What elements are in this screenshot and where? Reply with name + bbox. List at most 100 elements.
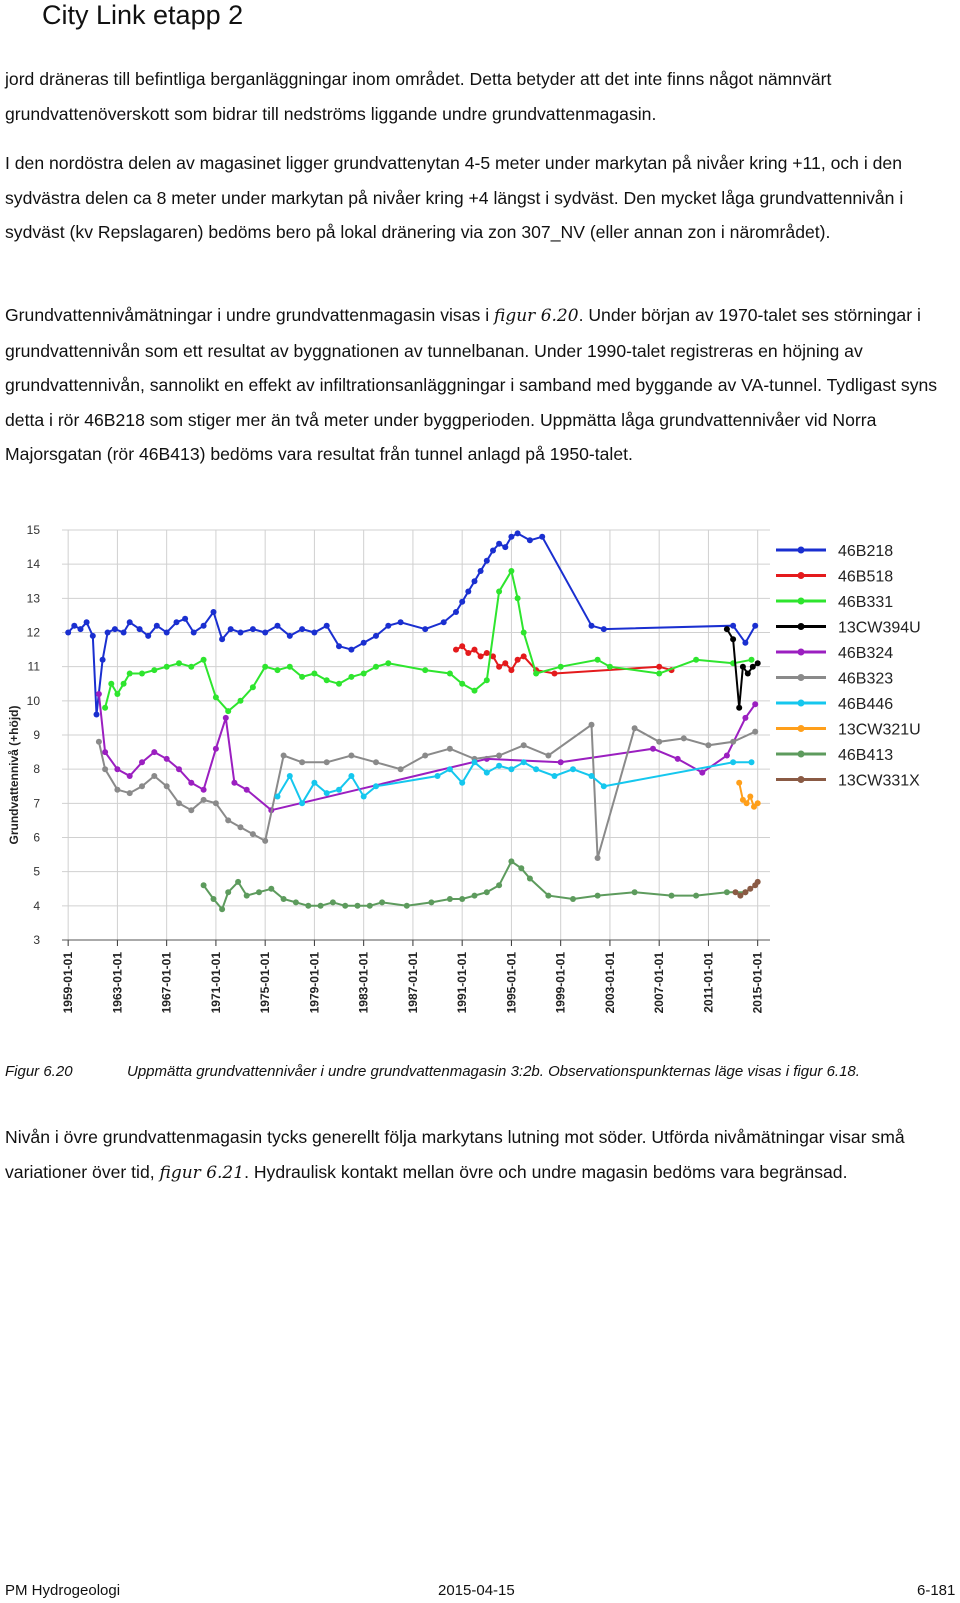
data-point bbox=[752, 701, 759, 708]
data-point bbox=[111, 626, 118, 633]
x-tick-label: 2003-01-01 bbox=[603, 952, 617, 1014]
data-point bbox=[95, 738, 102, 745]
series-13CW321U bbox=[736, 779, 761, 810]
legend-marker bbox=[797, 546, 805, 554]
data-point bbox=[336, 643, 342, 650]
data-point bbox=[235, 878, 242, 885]
legend-label: 46B323 bbox=[838, 671, 893, 688]
data-point bbox=[231, 779, 238, 786]
data-point bbox=[739, 663, 746, 670]
data-point bbox=[606, 663, 613, 670]
data-point bbox=[342, 902, 349, 909]
data-point bbox=[200, 656, 207, 663]
data-point bbox=[422, 667, 429, 674]
data-point bbox=[188, 663, 195, 670]
data-point bbox=[723, 626, 730, 633]
data-point bbox=[373, 663, 379, 670]
series-line bbox=[97, 722, 756, 859]
data-point bbox=[650, 745, 656, 752]
data-point bbox=[249, 831, 256, 838]
data-point bbox=[299, 800, 306, 807]
data-point bbox=[551, 773, 558, 779]
y-tick-label: 11 bbox=[28, 660, 41, 674]
data-point bbox=[736, 779, 743, 786]
paragraph-text-part: . Hydraulisk kontakt mellan övre och und… bbox=[244, 1161, 848, 1182]
data-point bbox=[102, 749, 109, 756]
legend-marker bbox=[797, 648, 805, 656]
data-point bbox=[490, 653, 496, 660]
data-point bbox=[693, 892, 700, 899]
series-13CW394U bbox=[723, 626, 761, 711]
figure-caption-text: Uppmätta grundvattennivåer i undre grund… bbox=[127, 1063, 860, 1080]
data-point bbox=[594, 855, 601, 861]
y-tick-label: 15 bbox=[27, 523, 41, 537]
series-line bbox=[67, 532, 757, 715]
data-point bbox=[222, 714, 229, 721]
data-point bbox=[71, 622, 78, 629]
data-point bbox=[219, 906, 226, 913]
data-point bbox=[747, 793, 754, 800]
data-point bbox=[373, 783, 379, 790]
data-point bbox=[379, 899, 386, 906]
data-point bbox=[65, 629, 72, 636]
data-point bbox=[385, 660, 392, 667]
data-point bbox=[286, 773, 293, 779]
x-tick-label: 1999-01-01 bbox=[554, 952, 568, 1014]
data-point bbox=[570, 766, 576, 773]
data-point bbox=[163, 783, 170, 790]
data-point bbox=[200, 786, 207, 793]
data-point bbox=[754, 660, 761, 667]
series-46B331 bbox=[102, 568, 755, 715]
data-point bbox=[680, 735, 687, 742]
series-line bbox=[97, 693, 757, 812]
data-point bbox=[126, 670, 133, 677]
data-point bbox=[723, 752, 730, 759]
data-point bbox=[120, 680, 127, 687]
data-point bbox=[274, 667, 281, 674]
figure-caption-number: Figur 6.20 bbox=[5, 1063, 73, 1080]
series-46B218 bbox=[65, 530, 759, 718]
data-point bbox=[533, 670, 540, 677]
data-point bbox=[114, 786, 121, 793]
data-point bbox=[748, 656, 755, 663]
data-point bbox=[459, 779, 466, 786]
data-point bbox=[237, 697, 244, 704]
data-point bbox=[114, 766, 121, 773]
data-point bbox=[210, 896, 217, 902]
figure-reference-link[interactable]: figur 6.20 bbox=[494, 306, 579, 326]
data-point bbox=[743, 800, 750, 807]
data-point bbox=[526, 537, 533, 544]
figure-reference-link[interactable]: figur 6.21 bbox=[159, 1162, 245, 1183]
data-point bbox=[496, 588, 503, 595]
data-point bbox=[588, 721, 595, 728]
data-point bbox=[483, 557, 490, 564]
data-point bbox=[249, 684, 256, 691]
data-point bbox=[200, 882, 207, 889]
data-point bbox=[323, 677, 330, 684]
data-point bbox=[434, 773, 441, 779]
data-point bbox=[360, 793, 367, 800]
data-point bbox=[299, 759, 306, 766]
data-point bbox=[200, 796, 207, 803]
data-point bbox=[428, 899, 435, 906]
data-point bbox=[483, 769, 490, 776]
data-point bbox=[237, 824, 244, 831]
data-point bbox=[243, 786, 250, 793]
data-point bbox=[366, 902, 373, 909]
data-point bbox=[151, 667, 158, 674]
data-point bbox=[176, 766, 182, 773]
data-point bbox=[280, 752, 287, 759]
data-point bbox=[736, 704, 743, 711]
legend-marker bbox=[797, 674, 805, 681]
legend-marker bbox=[797, 725, 805, 732]
data-point bbox=[77, 626, 84, 633]
legend-label: 13CW394U bbox=[838, 620, 921, 637]
y-tick-label: 3 bbox=[33, 933, 40, 947]
data-point bbox=[539, 533, 546, 540]
legend-label: 46B331 bbox=[838, 594, 893, 611]
data-point bbox=[514, 530, 521, 537]
data-point bbox=[446, 745, 453, 752]
data-point bbox=[305, 902, 312, 909]
chart-grid bbox=[62, 529, 770, 941]
paragraph-text: Nivån i övre grundvattenmagasin tycks ge… bbox=[5, 1120, 950, 1190]
